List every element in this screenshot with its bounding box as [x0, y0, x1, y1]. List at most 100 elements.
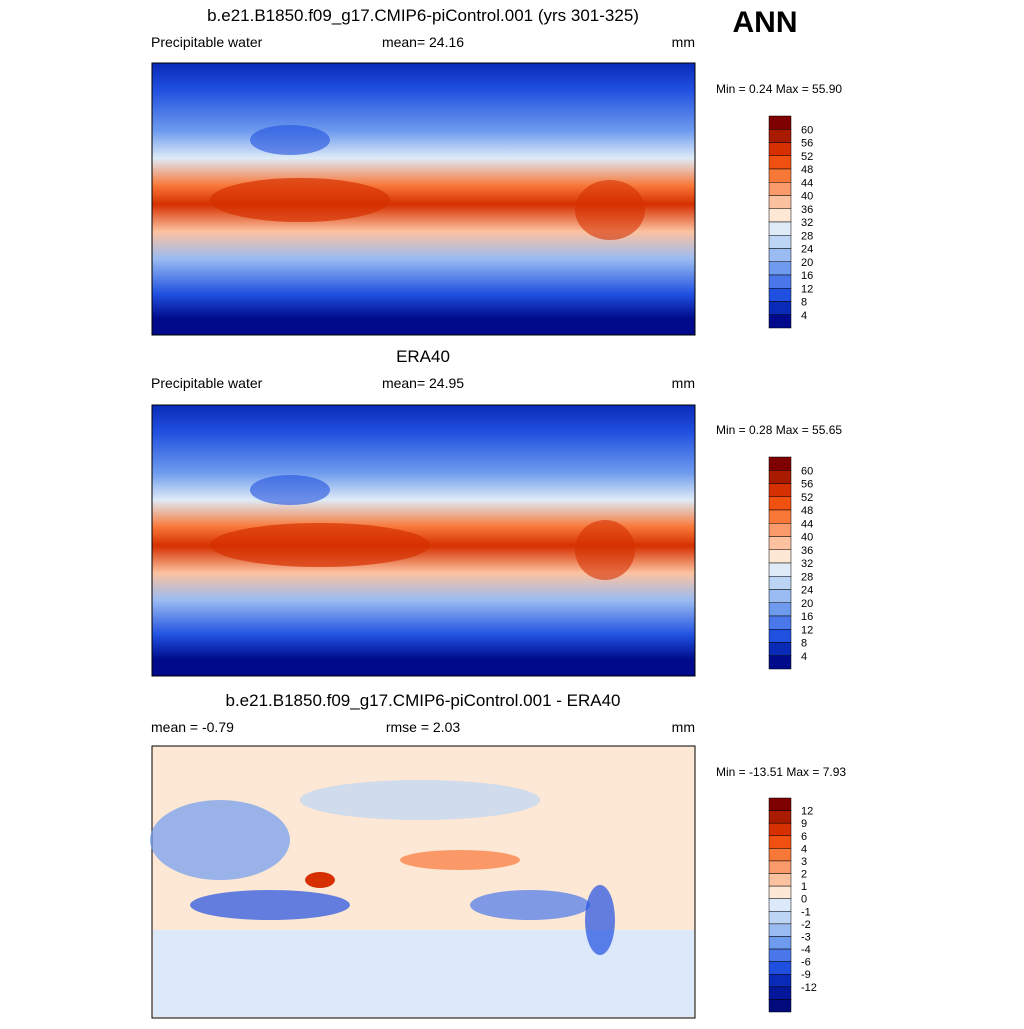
colorbar-label: -12	[801, 982, 817, 994]
colorbar-box	[768, 288, 792, 302]
colorbar-label: 8	[801, 297, 807, 309]
colorbar-label: 4	[801, 310, 807, 322]
colorbar-label: 0	[801, 894, 807, 906]
colorbar-box	[768, 923, 792, 937]
colorbar-box	[768, 797, 792, 811]
colorbar-label: 60	[801, 465, 813, 477]
colorbar-box	[768, 848, 792, 862]
panel-title: b.e21.B1850.f09_g17.CMIP6-piControl.001 …	[207, 6, 639, 25]
colorbar-label: 56	[801, 479, 813, 491]
colorbar-box	[768, 261, 792, 276]
colorbar-label: 9	[801, 818, 807, 830]
colorbar-box	[768, 655, 792, 670]
colorbar-box	[768, 589, 792, 603]
map-1	[151, 62, 696, 336]
colorbar-label: 12	[801, 283, 813, 295]
colorbar-label: 48	[801, 164, 813, 176]
colorbar-box	[768, 999, 792, 1013]
min-max-label: Min = 0.28 Max = 55.65	[716, 423, 842, 437]
colorbar-box	[768, 602, 792, 617]
colorbar-box	[768, 509, 792, 524]
units-label: mm	[672, 719, 695, 735]
colorbar-label: 4	[801, 843, 807, 855]
left-label: Precipitable water	[151, 34, 263, 50]
left-label: Precipitable water	[151, 375, 263, 391]
panel-title: ERA40	[396, 347, 450, 366]
colorbar-label: 32	[801, 217, 813, 229]
colorbar-box	[768, 961, 792, 975]
colorbar-label: 40	[801, 191, 813, 203]
colorbar-label: 6	[801, 831, 807, 843]
colorbar-label: 52	[801, 492, 813, 504]
colorbar-label: 24	[801, 585, 813, 597]
colorbar-label: 44	[801, 177, 813, 189]
colorbar-label: 4	[801, 651, 807, 663]
colorbar-box	[768, 221, 792, 236]
colorbar-box	[768, 562, 792, 577]
center-label: rmse = 2.03	[386, 719, 461, 735]
colorbar-box	[768, 195, 792, 209]
colorbar-label: 8	[801, 638, 807, 650]
colorbar-box	[768, 835, 792, 849]
colorbar-label: 36	[801, 204, 813, 216]
colorbar-box	[768, 822, 792, 837]
min-max-label: Min = -13.51 Max = 7.93	[716, 765, 846, 779]
units-label: mm	[672, 375, 695, 391]
colorbar-label: 2	[801, 869, 807, 881]
colorbar-box	[768, 314, 792, 329]
colorbar-label: 20	[801, 598, 813, 610]
colorbar-box	[768, 986, 792, 1000]
colorbar-box	[768, 615, 792, 630]
colorbar-box	[768, 911, 792, 925]
colorbar-label: 52	[801, 151, 813, 163]
colorbar-label: 12	[801, 624, 813, 636]
map-2	[151, 404, 696, 677]
colorbar-box	[768, 536, 792, 550]
colorbar-label: 56	[801, 138, 813, 150]
map-3	[150, 745, 696, 1019]
colorbar-box	[768, 576, 792, 590]
colorbar-box	[768, 936, 792, 950]
colorbar-box	[768, 948, 792, 962]
left-label: mean = -0.79	[151, 719, 234, 735]
colorbar-box	[768, 873, 792, 887]
colorbar-box	[768, 810, 792, 824]
colorbar-box	[768, 496, 792, 511]
colorbar-label: 48	[801, 505, 813, 517]
colorbar-label: 28	[801, 571, 813, 583]
colorbar-label: 20	[801, 257, 813, 269]
center-label: mean= 24.95	[382, 375, 464, 391]
units-label: mm	[672, 34, 695, 50]
colorbar-box	[768, 155, 792, 170]
colorbar-box	[768, 235, 792, 249]
colorbar-label: -3	[801, 931, 811, 943]
colorbar-label: -2	[801, 919, 811, 931]
colorbar-box	[768, 470, 792, 484]
colorbar-label: 3	[801, 856, 807, 868]
colorbar-label: -6	[801, 957, 811, 969]
colorbar-label: 44	[801, 518, 813, 530]
colorbar-box	[768, 182, 792, 196]
colorbar-box	[768, 208, 792, 223]
colorbar-box	[768, 129, 792, 143]
colorbar-label: -4	[801, 944, 811, 956]
season-label: ANN	[733, 6, 798, 39]
colorbar-box	[768, 629, 792, 643]
colorbar-box	[768, 549, 792, 564]
colorbar-box	[768, 248, 792, 262]
colorbar-box	[768, 115, 792, 130]
colorbar-label: -1	[801, 906, 811, 918]
colorbar-label: 36	[801, 545, 813, 557]
colorbar-label: 16	[801, 270, 813, 282]
colorbar-label: 32	[801, 558, 813, 570]
center-label: mean= 24.16	[382, 34, 464, 50]
colorbar-box	[768, 456, 792, 471]
colorbar-box	[768, 274, 792, 289]
colorbar-label: 40	[801, 532, 813, 544]
colorbar-label: 1	[801, 881, 807, 893]
colorbar-label: 24	[801, 244, 813, 256]
colorbar-label: 60	[801, 124, 813, 136]
colorbar-box	[768, 860, 792, 874]
colorbar-box	[768, 885, 792, 899]
